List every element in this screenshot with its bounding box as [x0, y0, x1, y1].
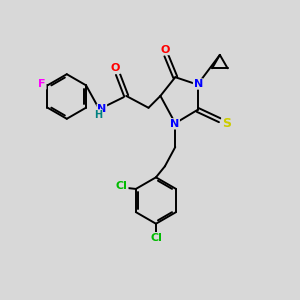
Text: N: N	[97, 104, 106, 114]
Text: Cl: Cl	[150, 233, 162, 243]
Text: N: N	[194, 79, 203, 89]
Text: H: H	[94, 110, 102, 120]
Text: Cl: Cl	[116, 181, 128, 191]
Text: N: N	[170, 119, 179, 129]
Text: S: S	[222, 117, 231, 130]
Text: F: F	[38, 79, 46, 89]
Text: O: O	[111, 63, 120, 73]
Text: O: O	[160, 44, 170, 55]
